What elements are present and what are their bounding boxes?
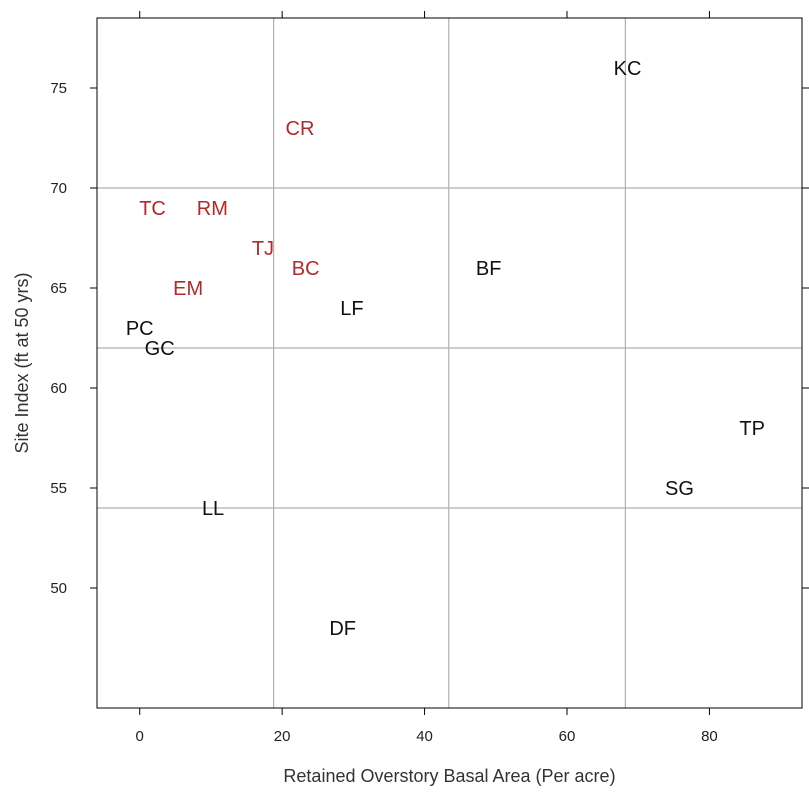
y-tick-label: 55 (50, 480, 67, 497)
point-label-rm: RM (197, 198, 228, 220)
point-label-pc: PC (126, 318, 154, 340)
point-label-bf: BF (476, 258, 502, 280)
point-label-cr: CR (286, 118, 315, 140)
x-tick-label: 80 (701, 728, 718, 745)
x-tick-label: 60 (559, 728, 576, 745)
y-tick-label: 65 (50, 280, 67, 297)
y-tick-label: 75 (50, 80, 67, 97)
point-label-bc: BC (292, 258, 320, 280)
point-label-gc: GC (145, 338, 175, 360)
y-tick-label: 50 (50, 580, 67, 597)
reference-lines (97, 18, 802, 708)
point-label-df: DF (329, 618, 356, 640)
point-label-tp: TP (739, 418, 765, 440)
x-axis-label: Retained Overstory Basal Area (Per acre) (283, 766, 615, 786)
point-label-kc: KC (614, 58, 642, 80)
point-label-em: EM (173, 278, 203, 300)
x-tick-label: 20 (274, 728, 291, 745)
axis-ticks: 0 20 40 60 80 50 55 60 65 70 75 (50, 11, 809, 745)
x-tick-label: 40 (416, 728, 433, 745)
point-label-tc: TC (139, 198, 166, 220)
point-label-tj: TJ (252, 238, 274, 260)
point-label-lf: LF (340, 298, 363, 320)
x-tick-label: 0 (136, 728, 144, 745)
y-tick-label: 70 (50, 180, 67, 197)
y-tick-label: 60 (50, 380, 67, 397)
plot-frame (96, 17, 803, 709)
y-axis-label: Site Index (ft at 50 yrs) (12, 272, 32, 453)
point-label-sg: SG (665, 478, 694, 500)
point-label-ll: LL (202, 498, 224, 520)
